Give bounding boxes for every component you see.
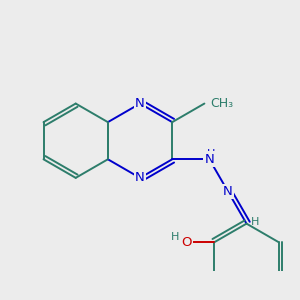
Text: N: N	[223, 185, 233, 198]
Text: N: N	[205, 153, 214, 166]
Text: N: N	[135, 171, 145, 184]
Text: O: O	[181, 236, 192, 249]
Text: N: N	[135, 97, 145, 110]
Text: H: H	[171, 232, 179, 242]
Text: H: H	[250, 217, 259, 227]
Text: H: H	[207, 149, 215, 159]
Text: CH₃: CH₃	[210, 97, 233, 110]
